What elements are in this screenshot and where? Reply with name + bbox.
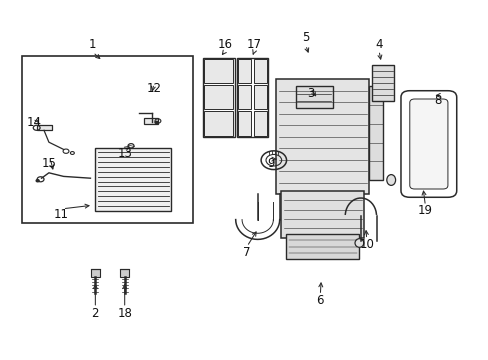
Text: 19: 19: [417, 204, 432, 217]
Text: 8: 8: [433, 94, 441, 107]
Bar: [238, 59, 251, 83]
Text: 13: 13: [117, 147, 132, 159]
Ellipse shape: [354, 239, 363, 247]
Bar: [238, 85, 251, 109]
Bar: [254, 85, 266, 109]
Text: 3: 3: [306, 87, 314, 100]
Bar: [295, 86, 332, 108]
FancyBboxPatch shape: [409, 99, 447, 189]
Bar: [368, 86, 382, 180]
Bar: [204, 59, 233, 83]
Bar: [144, 118, 158, 124]
Text: 17: 17: [246, 39, 261, 51]
Bar: [285, 234, 359, 259]
Text: 18: 18: [117, 307, 132, 320]
Text: 16: 16: [217, 39, 232, 51]
Bar: [371, 65, 393, 101]
Text: 2: 2: [91, 307, 99, 320]
Bar: [204, 85, 233, 109]
Bar: [203, 58, 234, 137]
Ellipse shape: [386, 175, 395, 185]
Text: 9: 9: [267, 157, 275, 170]
Bar: [238, 112, 251, 136]
Bar: [95, 148, 171, 211]
Text: 7: 7: [243, 246, 250, 258]
Bar: [281, 191, 364, 238]
Bar: [22, 56, 193, 223]
Text: 12: 12: [146, 82, 161, 95]
FancyBboxPatch shape: [400, 91, 456, 197]
Text: 6: 6: [316, 294, 324, 307]
Text: 10: 10: [359, 238, 373, 251]
Bar: [37, 125, 52, 130]
Text: 4: 4: [374, 39, 382, 51]
Text: 11: 11: [54, 208, 68, 221]
Bar: [276, 79, 368, 194]
Bar: [120, 269, 129, 277]
Bar: [204, 112, 233, 136]
Bar: [236, 58, 268, 137]
Text: 1: 1: [89, 39, 97, 51]
Circle shape: [155, 121, 158, 123]
Text: 5: 5: [301, 31, 309, 44]
Bar: [91, 269, 100, 277]
Text: 15: 15: [41, 157, 56, 170]
Bar: [254, 59, 266, 83]
Bar: [254, 112, 266, 136]
Circle shape: [36, 180, 39, 182]
Text: 14: 14: [27, 116, 41, 129]
